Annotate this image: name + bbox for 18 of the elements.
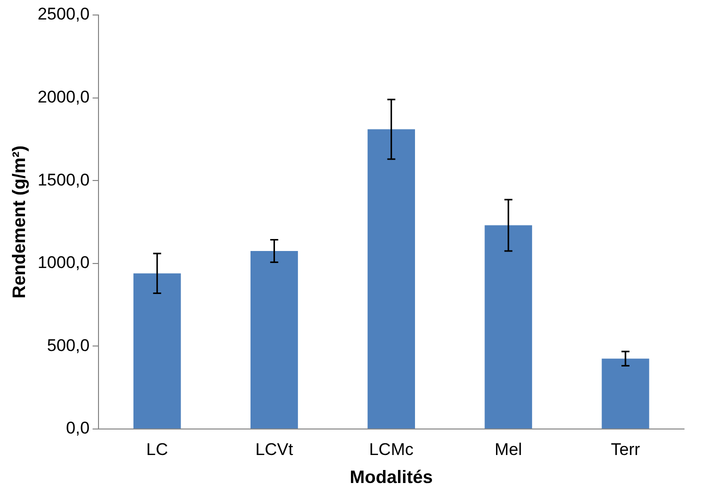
y-tick-label: 2000,0 — [38, 87, 90, 106]
bar — [368, 129, 416, 428]
y-tick-label: 1500,0 — [38, 170, 90, 190]
y-tick-label: 2500,0 — [38, 4, 90, 24]
bar — [250, 250, 298, 428]
bar — [484, 225, 532, 428]
x-tick-label: Terr — [610, 440, 640, 459]
y-tick-label: 1000,0 — [38, 253, 90, 272]
y-tick-label: 500,0 — [47, 336, 90, 355]
bar — [133, 273, 181, 428]
y-axis-title: Rendement (g/m²) — [8, 145, 29, 298]
x-axis-title: Modalités — [350, 467, 433, 488]
bar — [602, 358, 650, 428]
x-tick-label: LCMc — [369, 440, 414, 459]
y-tick-label: 0,0 — [66, 418, 90, 438]
x-tick-label: Mel — [494, 440, 522, 459]
x-tick-label: LC — [146, 440, 168, 459]
x-tick-label: LCVt — [255, 440, 294, 459]
